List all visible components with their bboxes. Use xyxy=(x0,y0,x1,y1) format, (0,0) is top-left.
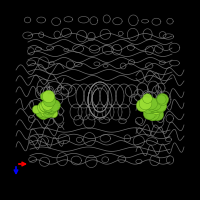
Point xyxy=(44,104,48,108)
Point xyxy=(34,107,37,111)
Point xyxy=(144,101,147,104)
Point xyxy=(155,105,158,108)
Point xyxy=(161,97,164,100)
Point xyxy=(140,103,143,106)
Point xyxy=(42,104,46,107)
Point xyxy=(160,97,163,100)
Point xyxy=(41,106,45,109)
Point xyxy=(158,103,161,107)
Point xyxy=(149,106,153,110)
Point xyxy=(48,108,51,111)
Point xyxy=(47,104,50,107)
Point xyxy=(154,102,157,106)
Point xyxy=(156,105,159,108)
Point xyxy=(48,106,51,109)
Point xyxy=(150,103,153,107)
Point xyxy=(155,106,158,110)
Point xyxy=(149,106,152,109)
Point xyxy=(47,110,50,113)
Point xyxy=(49,106,52,109)
Point xyxy=(45,102,48,106)
Point xyxy=(147,106,150,109)
Point xyxy=(47,104,50,107)
Point xyxy=(48,105,51,108)
Point xyxy=(159,104,162,107)
Point xyxy=(153,104,156,107)
Point xyxy=(51,111,54,115)
Point xyxy=(47,94,50,97)
Point xyxy=(43,110,46,113)
Point xyxy=(41,111,44,114)
Point xyxy=(43,94,46,98)
Point xyxy=(150,102,153,105)
Point xyxy=(38,110,41,113)
Point xyxy=(150,114,153,117)
Point xyxy=(52,103,55,106)
Point xyxy=(146,97,149,100)
Point xyxy=(151,112,154,115)
Point xyxy=(147,111,151,115)
Point xyxy=(49,107,52,110)
Point xyxy=(44,105,48,108)
Point xyxy=(155,113,158,116)
Point xyxy=(47,98,51,102)
Point xyxy=(151,112,154,115)
